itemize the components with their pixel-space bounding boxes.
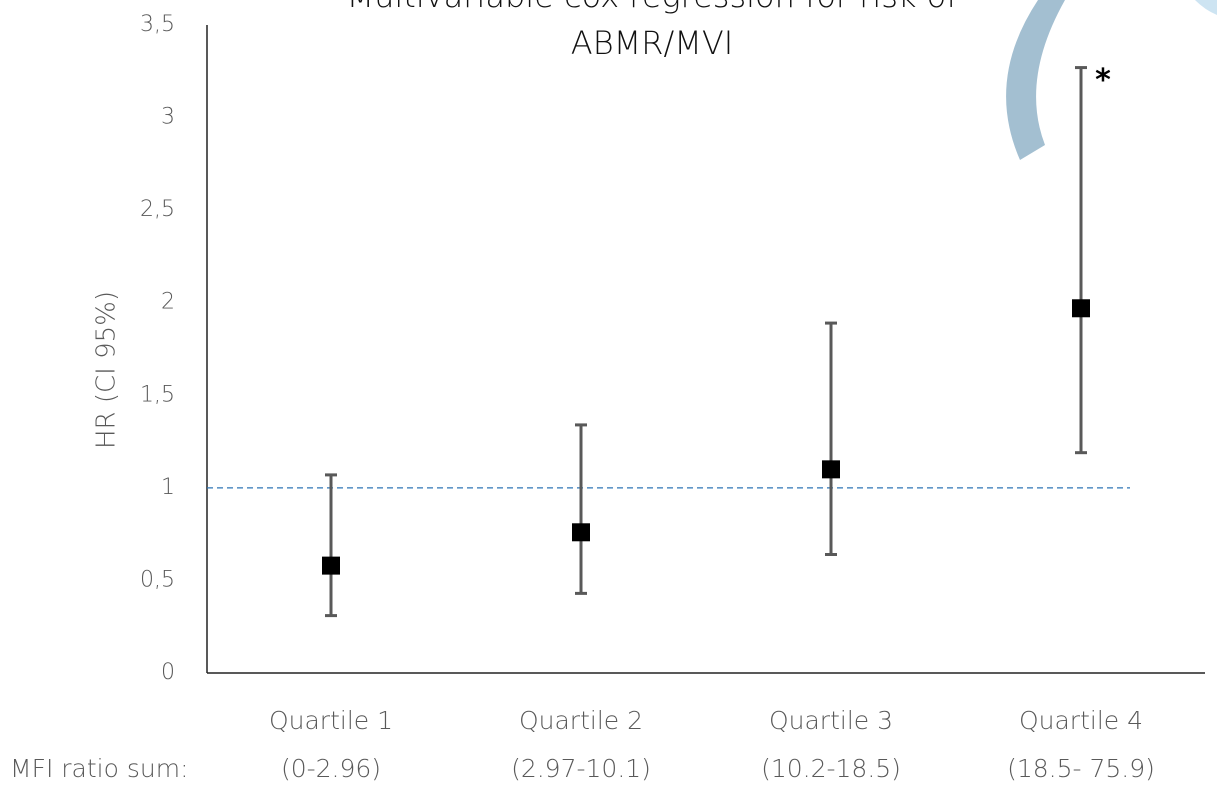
y-tick-label: 0,5 [140, 567, 175, 592]
x-tick-label: Quartile 3 [769, 706, 893, 735]
x-range-label: (10.2-18.5) [761, 754, 901, 783]
chart: Multivariable cox regression for risk of… [0, 0, 1217, 794]
range-label: MFI ratio sum: [10, 754, 189, 783]
point [822, 460, 840, 478]
point [1072, 299, 1090, 317]
point [572, 523, 590, 541]
y-tick-label: 0 [161, 660, 175, 685]
y-tick-label: 3,5 [140, 12, 175, 37]
decoration [1006, 0, 1065, 160]
page: Multivariable cox regression for risk of… [0, 0, 1217, 794]
y-tick-label: 1 [161, 475, 175, 500]
point [322, 557, 340, 575]
y-tick-label: 3 [161, 105, 175, 130]
chart-title: Multivariable cox regression for risk of [347, 0, 959, 15]
x-tick-label: Quartile 2 [519, 706, 643, 735]
y-tick-label: 2,5 [140, 197, 175, 222]
x-range-label: (18.5- 75.9) [1007, 754, 1155, 783]
y-tick-label: 2 [161, 290, 175, 315]
y-axis-title: HR (CI 95%) [92, 291, 122, 449]
y-tick-label: 1,5 [140, 382, 175, 407]
x-range-label: (2.97-10.1) [511, 754, 651, 783]
x-tick-label: Quartile 4 [1019, 706, 1143, 735]
x-tick-label: Quartile 1 [269, 706, 393, 735]
x-range-label: (0-2.96) [281, 754, 381, 783]
chart-title: ABMR/MVI [571, 24, 733, 62]
decoration [1195, 0, 1217, 15]
annotation: * [1095, 63, 1111, 98]
